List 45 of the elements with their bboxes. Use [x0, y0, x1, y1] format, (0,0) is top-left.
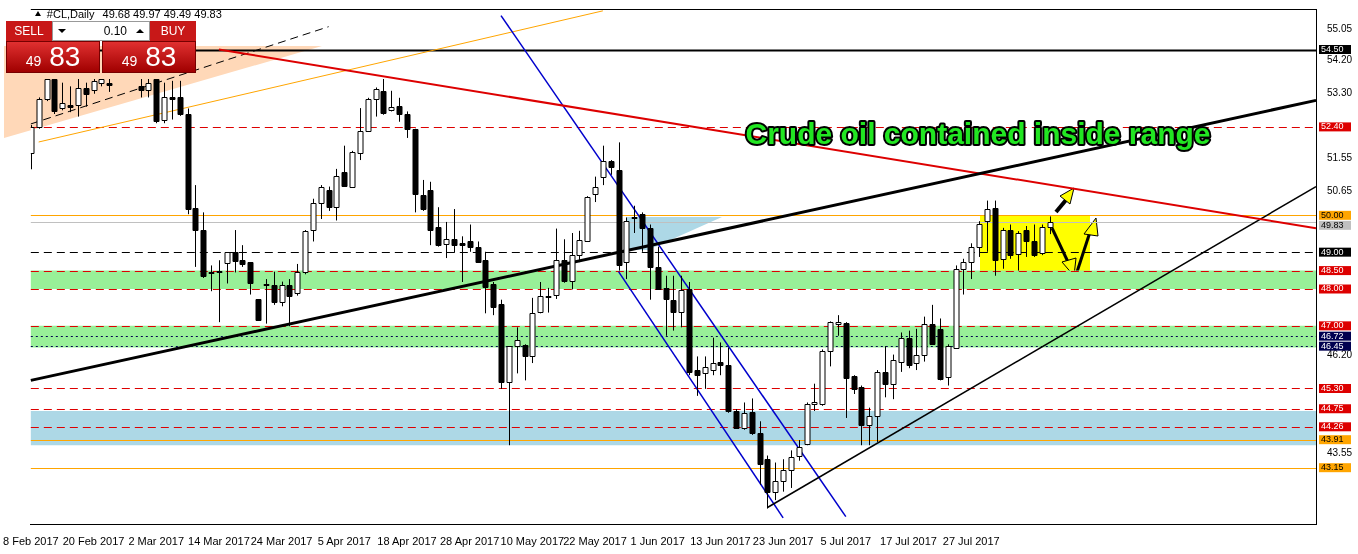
ref-line-label: 52.40 [1321, 121, 1344, 132]
x-tick-label: 28 Apr 2017 [440, 535, 500, 548]
y-tick-label: 46.20 [1327, 349, 1353, 361]
ref-line-label: 49.00 [1321, 246, 1344, 257]
annotation: BUY [150, 21, 196, 41]
ref-line-label: 49.83 [1321, 219, 1344, 230]
x-tick-label: 13 Jun 2017 [690, 535, 751, 548]
annotation: SELL [6, 21, 52, 41]
y-tick-label: 51.55 [1327, 151, 1353, 163]
x-tick-label: 23 Jun 2017 [752, 535, 814, 548]
ref-line-label: 48.50 [1321, 265, 1344, 276]
x-tick-label: 22 May 2017 [563, 535, 627, 548]
x-tick-label: 24 Mar 2017 [250, 535, 313, 548]
y-tick-label: 54.20 [1327, 54, 1353, 66]
ref-line-label: 46.45 [1321, 340, 1344, 351]
ref-line-label: 54.50 [1321, 44, 1344, 55]
x-tick-label: 14 Mar 2017 [188, 535, 250, 548]
annotation: 49 83 [25, 41, 81, 72]
x-tick-label: 1 Jun 2017 [630, 535, 685, 548]
y-tick-label: 43.55 [1327, 446, 1353, 458]
ref-line-label: 44.26 [1321, 421, 1344, 432]
x-tick-label: 8 Feb 2017 [3, 535, 59, 548]
x-tick-label: 17 Jul 2017 [880, 535, 937, 548]
chart-title: #CL,Daily [46, 8, 96, 21]
ref-line-label: 48.00 [1321, 283, 1344, 294]
ref-line-label: 46.72 [1321, 330, 1344, 341]
x-tick-label: 5 Jul 2017 [820, 535, 872, 548]
y-tick-label: 55.05 [1327, 23, 1353, 35]
chart-subtitle: 49.68 49.97 49.49 49.83 [102, 8, 222, 21]
x-tick-label: 2 Mar 2017 [128, 535, 185, 548]
x-tick-label: 18 Apr 2017 [377, 535, 437, 548]
ref-line-label: 44.75 [1321, 403, 1344, 414]
ref-line-label: 43.91 [1321, 434, 1344, 445]
y-tick-label: 53.30 [1327, 87, 1353, 99]
y-tick-label: 50.65 [1327, 185, 1353, 197]
x-tick-label: 10 May 2017 [500, 535, 565, 548]
x-tick-label: 27 Jul 2017 [942, 535, 1000, 548]
x-tick-label: 5 Apr 2017 [317, 535, 371, 548]
ref-line-label: 45.30 [1321, 382, 1344, 393]
ref-line-label: 47.00 [1321, 320, 1344, 331]
ref-line-label: 43.15 [1321, 462, 1344, 473]
annotation: 49 83 [121, 41, 177, 72]
x-tick-label: 20 Feb 2017 [62, 535, 125, 548]
ref-line-label: 50.00 [1321, 209, 1344, 220]
annotation: 0.10 [102, 24, 128, 38]
